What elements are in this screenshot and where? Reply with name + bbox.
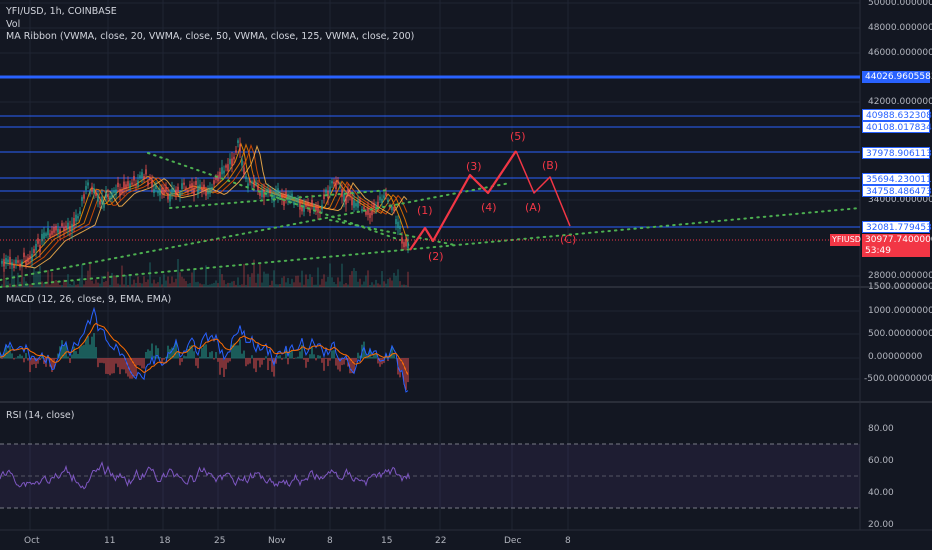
level-label[interactable]: 37978.90611374 (862, 147, 932, 159)
level-label[interactable]: 40108.01783467 (862, 121, 932, 133)
level-label[interactable]: 35694.23001142 (862, 173, 932, 185)
trend-line-up-steep (0, 182, 511, 281)
rsi-tick: 20.00 (868, 520, 894, 530)
symbol-legend[interactable]: YFI/USD, 1h, COINBASE (6, 6, 117, 17)
date-tick: Nov (268, 536, 286, 546)
macd-tick: 0.00000000 (868, 352, 923, 362)
price-tick: 34000.00000000 (868, 195, 932, 205)
volume-tick: 1500.00000000 (868, 282, 932, 292)
macd-tick: -500.00000000 (864, 374, 932, 384)
date-tick: 8 (565, 536, 571, 546)
date-tick: 18 (159, 536, 171, 546)
level-label[interactable]: 44026.96055837 (862, 71, 932, 83)
date-tick: Oct (24, 536, 40, 546)
rsi-tick: 60.00 (868, 456, 894, 466)
horizontal-lines[interactable] (0, 75, 860, 228)
price-tick: 42000.00000000 (868, 97, 932, 107)
date-tick: 25 (214, 536, 226, 546)
wave-label-1[interactable]: (1) (417, 204, 433, 217)
correction-wave-path[interactable] (515, 150, 571, 227)
date-tick: 15 (381, 536, 393, 546)
volume-legend[interactable]: Vol (6, 19, 21, 30)
macd-legend[interactable]: MACD (12, 26, close, 9, EMA, EMA) (6, 294, 172, 305)
wave-label-c[interactable]: (C) (560, 233, 577, 246)
volume-bars (1, 259, 409, 287)
trend-line-support (0, 207, 861, 288)
ma-ribbon-legend[interactable]: MA Ribbon (VWMA, close, 20, VWMA, close,… (6, 31, 415, 42)
macd-tick: 1000.00000000 (868, 306, 932, 316)
elliott-wave-path[interactable] (409, 150, 517, 251)
date-tick: 11 (104, 536, 116, 546)
date-tick: Dec (504, 536, 522, 546)
symbol-badge: YFIUSD (830, 234, 861, 246)
wave-label-a[interactable]: (A) (525, 201, 542, 214)
wave-label-3[interactable]: (3) (466, 160, 482, 173)
rsi-pane[interactable] (0, 443, 860, 509)
date-tick: 22 (435, 536, 447, 546)
trend-line-mid (169, 189, 391, 209)
level-label[interactable]: 40988.63230860 (862, 109, 932, 121)
price-tick: 48000.00000000 (868, 23, 932, 33)
rsi-tick: 40.00 (868, 488, 894, 498)
rsi-legend[interactable]: RSI (14, close) (6, 410, 75, 421)
price-tick: 28000.00000000 (868, 271, 932, 281)
current-price-label[interactable]: 30977.74000000 (862, 234, 932, 246)
rsi-tick: 80.00 (868, 424, 894, 434)
wave-label-5[interactable]: (5) (510, 130, 526, 143)
macd-tick: 500.00000000 (868, 329, 932, 339)
wave-label-2[interactable]: (2) (428, 250, 444, 263)
wave-label-4[interactable]: (4) (481, 201, 497, 214)
level-label[interactable]: 34758.48647359 (862, 185, 932, 197)
level-label[interactable]: 32081.77945354 (862, 221, 932, 233)
macd-pane[interactable] (0, 306, 860, 393)
trend-line-down (147, 152, 401, 241)
countdown-label: 53:49 (862, 245, 930, 257)
price-tick: 46000.00000000 (868, 48, 932, 58)
candlesticks[interactable] (1, 137, 409, 272)
price-tick: 50000.00000000 (868, 0, 932, 8)
wave-label-b[interactable]: (B) (542, 159, 559, 172)
date-tick: 8 (327, 536, 333, 546)
